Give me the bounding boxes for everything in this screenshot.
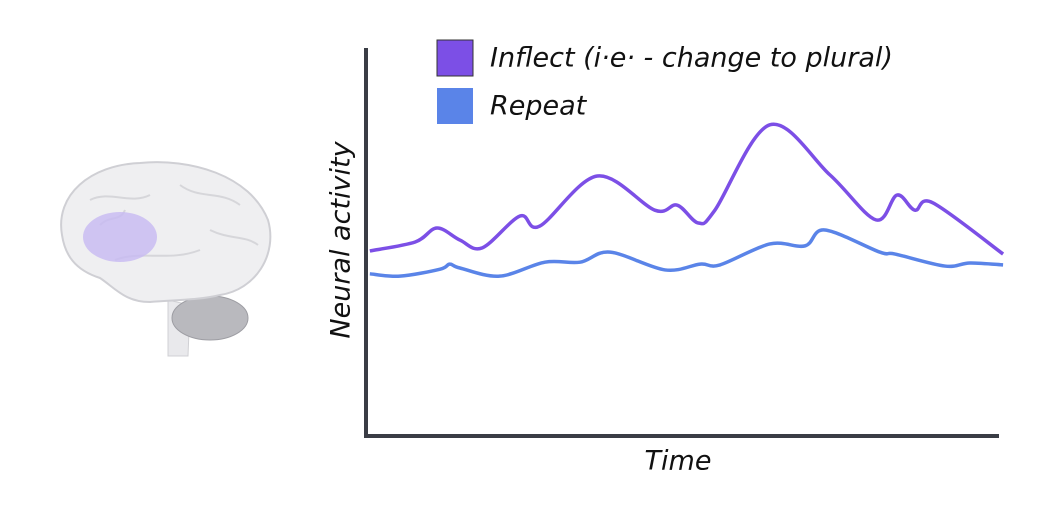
legend-swatch <box>437 88 473 124</box>
brain-illustration <box>60 161 272 357</box>
x-axis-label: Time <box>645 446 712 477</box>
line-series <box>369 228 1004 279</box>
y-axis-label: Neural activity <box>326 140 357 338</box>
legend-label: Repeat <box>490 91 588 122</box>
line-series <box>369 122 1005 256</box>
legend-label: Inflect (i·e· - change to plural) <box>490 43 893 74</box>
legend-swatch <box>436 39 474 77</box>
